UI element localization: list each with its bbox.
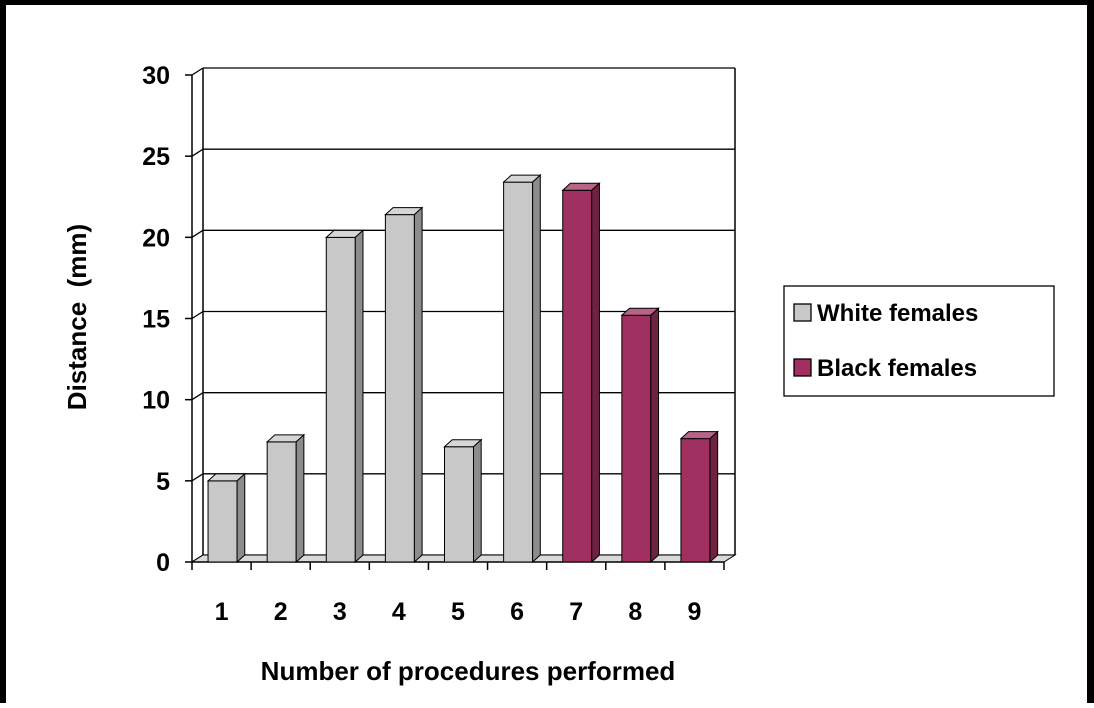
- bar-front: [444, 446, 474, 563]
- y-tick-label: 25: [142, 143, 170, 171]
- bar-white-females: [324, 229, 365, 564]
- gridline-side: [191, 67, 204, 76]
- bar-black-females: [620, 307, 660, 564]
- bar-front: [207, 480, 238, 563]
- bar-white-females: [502, 174, 542, 564]
- bar-side: [236, 472, 246, 564]
- plot-area: 0 5 10 15 20 25 30 1 2 3 4 5 6 7 8 9: [142, 62, 737, 626]
- x-tick-label: 9: [687, 598, 701, 626]
- gridline-side: [191, 310, 204, 320]
- legend-label: Black females: [817, 355, 977, 382]
- x-tick-label: 5: [451, 598, 465, 626]
- bar-white-females: [384, 206, 424, 564]
- gridline-side: [191, 148, 204, 157]
- bar-side: [473, 438, 482, 564]
- legend-label: White females: [817, 300, 978, 327]
- bar-front: [680, 438, 711, 563]
- x-tick-label: 2: [274, 598, 288, 626]
- y-tick-label: 5: [156, 468, 170, 496]
- bar-front: [266, 441, 297, 563]
- bar-front: [621, 314, 652, 563]
- bar-front: [562, 189, 593, 563]
- legend-swatch: [793, 303, 812, 322]
- bar-chart: 0 5 10 15 20 25 30 1 2 3 4 5 6 7 8 9 Distance (mm) Numb…: [62, 62, 1055, 686]
- y-tick-label: 15: [142, 306, 170, 334]
- x-tick-label: 1: [215, 598, 229, 626]
- bar-white-females: [206, 472, 247, 564]
- bar-side: [295, 433, 305, 564]
- bar-black-females: [561, 182, 601, 564]
- x-tick-label: 6: [510, 598, 524, 626]
- bar-white-females: [443, 438, 483, 564]
- legend: White females Black females: [783, 285, 1055, 397]
- bar-white-females: [265, 433, 306, 564]
- gridline-side: [191, 392, 204, 401]
- gridline-side: [191, 229, 204, 238]
- y-tick-label: 30: [142, 62, 170, 90]
- legend-box: [783, 285, 1055, 397]
- x-tick-label: 8: [628, 598, 642, 626]
- bar-side: [354, 229, 364, 564]
- bar-side: [709, 430, 719, 564]
- legend-swatch: [793, 358, 812, 377]
- y-tick-label: 20: [142, 224, 170, 252]
- bar-front: [384, 214, 415, 563]
- bar-front: [325, 236, 356, 563]
- y-axis-title: Distance (mm): [62, 224, 92, 410]
- bar-side: [650, 307, 660, 564]
- x-tick-label: 7: [569, 598, 583, 626]
- y-tick-label: 10: [142, 387, 170, 415]
- x-tick-label: 4: [392, 598, 406, 626]
- bar-side: [413, 206, 423, 564]
- x-tick-label: 3: [333, 598, 347, 626]
- y-tick-label: 0: [156, 549, 170, 577]
- bar-front: [503, 181, 534, 563]
- gridline-side: [191, 473, 204, 482]
- x-axis-title: Number of procedures performed: [261, 656, 676, 686]
- bar-black-females: [679, 430, 719, 564]
- bar-side: [532, 174, 541, 564]
- bar-side: [591, 182, 600, 564]
